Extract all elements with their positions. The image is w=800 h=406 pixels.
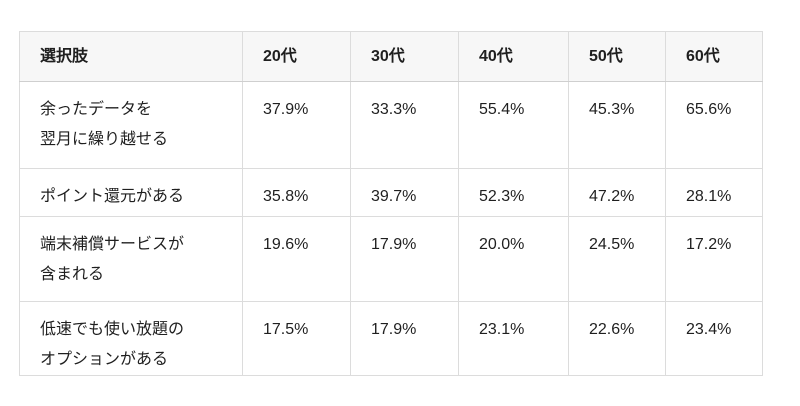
survey-results-table: 選択肢 20代 30代 40代 50代 60代 余ったデータを 翌月に繰り越せる… [19, 31, 763, 376]
column-header-20s: 20代 [242, 31, 351, 82]
value-cell: 45.3% [568, 81, 666, 169]
value-cell: 22.6% [568, 301, 666, 376]
value-cell: 35.8% [242, 168, 351, 217]
value-cell: 17.9% [350, 301, 459, 376]
value-cell: 24.5% [568, 216, 666, 302]
column-header-60s: 60代 [665, 31, 763, 82]
value-cell: 52.3% [458, 168, 569, 217]
value-cell: 23.1% [458, 301, 569, 376]
row-label: 余ったデータを 翌月に繰り越せる [19, 81, 243, 169]
value-cell: 37.9% [242, 81, 351, 169]
value-cell: 23.4% [665, 301, 763, 376]
table-row-carryover-data: 余ったデータを 翌月に繰り越せる 37.9% 33.3% 55.4% 45.3%… [19, 81, 763, 169]
value-cell: 17.5% [242, 301, 351, 376]
row-label: 低速でも使い放題の オプションがある [19, 301, 243, 376]
table-row-point-reward: ポイント還元がある 35.8% 39.7% 52.3% 47.2% 28.1% [19, 168, 763, 217]
value-cell: 65.6% [665, 81, 763, 169]
row-label: ポイント還元がある [19, 168, 243, 217]
value-cell: 19.6% [242, 216, 351, 302]
value-cell: 17.2% [665, 216, 763, 302]
table-row-unlimited-lowspeed: 低速でも使い放題の オプションがある 17.5% 17.9% 23.1% 22.… [19, 301, 763, 376]
column-header-30s: 30代 [350, 31, 459, 82]
column-header-40s: 40代 [458, 31, 569, 82]
column-header-choices: 選択肢 [19, 31, 243, 82]
value-cell: 28.1% [665, 168, 763, 217]
value-cell: 55.4% [458, 81, 569, 169]
value-cell: 20.0% [458, 216, 569, 302]
value-cell: 39.7% [350, 168, 459, 217]
column-header-50s: 50代 [568, 31, 666, 82]
value-cell: 17.9% [350, 216, 459, 302]
value-cell: 33.3% [350, 81, 459, 169]
table-row-device-warranty: 端末補償サービスが 含まれる 19.6% 17.9% 20.0% 24.5% 1… [19, 216, 763, 302]
table-header-row: 選択肢 20代 30代 40代 50代 60代 [19, 31, 763, 82]
row-label: 端末補償サービスが 含まれる [19, 216, 243, 302]
value-cell: 47.2% [568, 168, 666, 217]
